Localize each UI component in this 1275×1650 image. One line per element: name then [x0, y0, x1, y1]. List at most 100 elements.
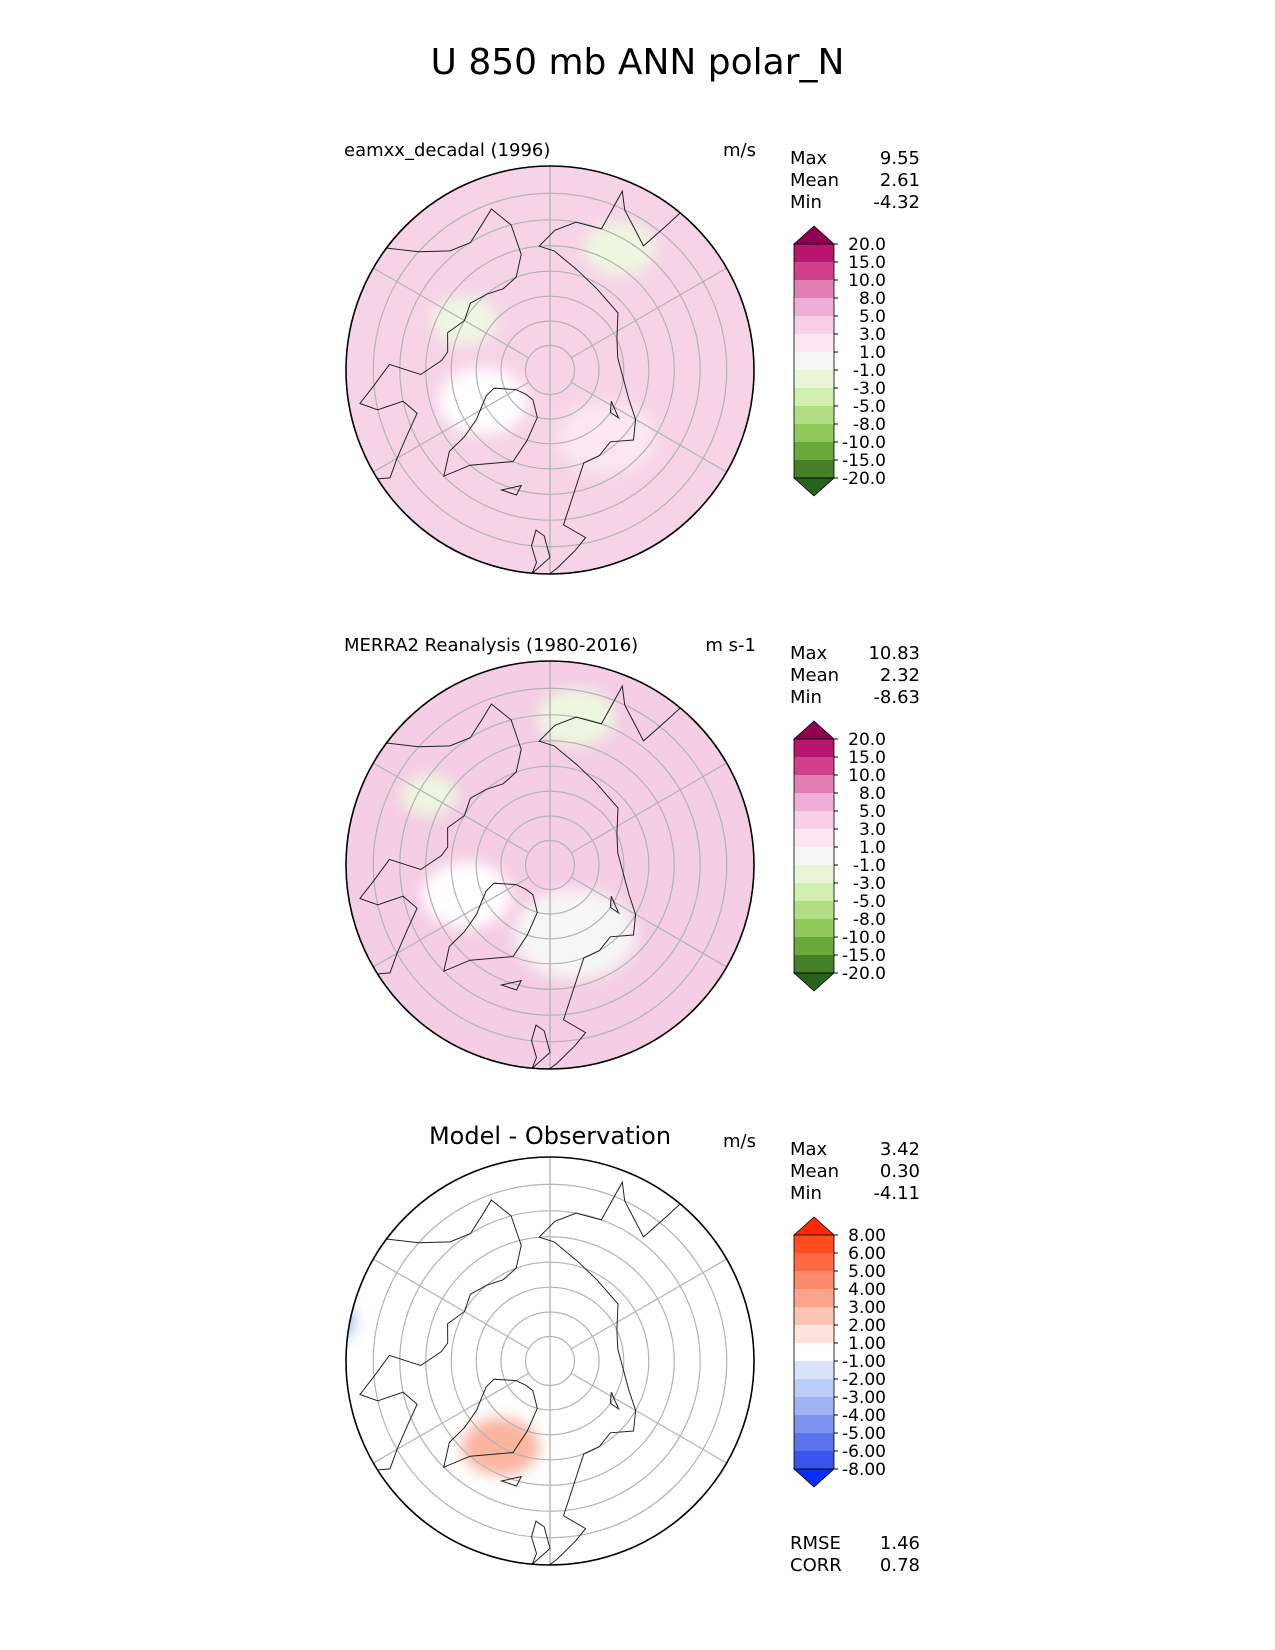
colorbar-tick-label: -8.0	[853, 415, 886, 435]
stat-label: Min	[790, 687, 822, 708]
coastline	[499, 484, 523, 496]
panel-units: m/s	[723, 1131, 756, 1152]
coastline	[530, 1024, 551, 1069]
panel-diff: Model - Observation m/s Max 3.42 Mean 0.30…	[0, 1122, 1275, 1601]
stat-value: 9.55	[879, 148, 920, 169]
colorbar-segment	[794, 388, 834, 406]
coastline	[499, 979, 523, 991]
colorbar-tick-label: 15.0	[848, 253, 886, 273]
meridian-line	[570, 253, 752, 359]
colorbar-tick-label: -1.00	[842, 1352, 886, 1372]
meridian-line	[348, 253, 530, 359]
meridian-line	[570, 1244, 752, 1350]
coastline	[609, 401, 620, 420]
metric-label: RMSE	[790, 1533, 841, 1554]
stat-label: Min	[790, 192, 822, 213]
colorbar-segment	[794, 334, 834, 352]
colorbar-segment	[794, 757, 834, 775]
coastline	[511, 1180, 754, 1565]
colorbar-segment	[794, 865, 834, 883]
colorbar-segment	[794, 370, 834, 388]
meridian-line	[570, 1372, 752, 1478]
stat-value: -8.63	[873, 687, 920, 708]
colorbar-tick-label: 8.0	[859, 784, 886, 804]
colorbar-tick-label: 1.0	[859, 343, 886, 363]
stats-box: Max 9.55 Mean 2.61 Min -4.32	[790, 148, 920, 214]
colorbar-segment	[794, 1307, 834, 1325]
stat-value: 0.30	[879, 1161, 920, 1182]
colorbar-tick-label: -1.0	[853, 361, 886, 381]
colorbar-tick-label: -5.00	[842, 1424, 886, 1444]
map-field	[346, 661, 754, 1069]
colorbar-tick-label: -6.00	[842, 1442, 886, 1462]
panel-title: MERRA2 Reanalysis (1980-2016)	[344, 635, 639, 656]
colorbar-tick-label: -20.0	[842, 964, 886, 984]
colorbar-tick-label: -3.00	[842, 1388, 886, 1408]
colorbar-segment	[794, 352, 834, 370]
colorbar-segment	[794, 316, 834, 334]
stat-value: 3.42	[879, 1139, 920, 1160]
colorbar-segment	[794, 775, 834, 793]
colorbar-segment	[794, 1361, 834, 1379]
colorbar-tick-label: 5.0	[859, 802, 886, 822]
graticule	[348, 166, 752, 574]
coastline	[609, 896, 620, 915]
colorbar-segment	[794, 1343, 834, 1361]
colorbar-segment	[794, 1289, 834, 1307]
stat-label: Max	[790, 1139, 828, 1160]
colorbar-segment	[794, 1235, 834, 1253]
map-boundary	[345, 1156, 755, 1566]
colorbar-tick-label: 3.0	[859, 820, 886, 840]
colorbar-segment	[794, 811, 834, 829]
colorbar-segment	[794, 424, 834, 442]
colorbar-tick-label: -8.0	[853, 910, 886, 930]
panel-ref: MERRA2 Reanalysis (1980-2016) m s-1 Max 1…	[0, 635, 1275, 1105]
colorbar-tick-label: 4.00	[848, 1280, 886, 1300]
colorbar-tick-label: -10.0	[842, 928, 886, 948]
colorbar-tick-label: -20.0	[842, 469, 886, 489]
panel-test: eamxx_decadal (1996) m/s Max 9.55 Mean 2.6…	[0, 140, 1275, 610]
colorbar-segment	[794, 262, 834, 280]
colorbar-tick-label: -3.0	[853, 379, 886, 399]
stat-value: -4.32	[873, 192, 920, 213]
panel-title: Model - Observation	[428, 1122, 672, 1150]
stat-label: Max	[790, 148, 828, 169]
metric-value: 0.78	[879, 1555, 920, 1576]
colorbar-tick-label: -2.00	[842, 1370, 886, 1390]
colorbar-tick-label: 6.00	[848, 1244, 886, 1264]
stat-value: 10.83	[868, 643, 920, 664]
colorbar-tick-label: -10.0	[842, 433, 886, 453]
colorbar-tick-label: 20.0	[848, 235, 886, 255]
colorbar-segment	[794, 901, 834, 919]
meridian-line	[570, 876, 752, 982]
colorbar-segment	[794, 1253, 834, 1271]
colorbar-segment	[794, 883, 834, 901]
stat-label: Min	[790, 1183, 822, 1204]
colorbar-frame	[793, 243, 835, 479]
colorbar-extend-min	[792, 477, 836, 497]
meridian-line	[348, 876, 530, 982]
colorbar-segment	[794, 793, 834, 811]
colorbar-tick-label: 3.0	[859, 325, 886, 345]
colorbar-extend-min	[792, 972, 836, 992]
coastline	[530, 529, 551, 574]
colorbar: 8.006.005.004.003.002.001.00-1.00-2.00-3…	[792, 1216, 886, 1488]
coastline	[609, 1392, 620, 1411]
coastline	[499, 1475, 523, 1487]
stat-value: -4.11	[873, 1183, 920, 1204]
colorbar-segment	[794, 847, 834, 865]
polar-map	[345, 660, 755, 1070]
colorbar-extend-max	[792, 225, 836, 245]
coastline	[443, 387, 538, 478]
graticule	[348, 1157, 752, 1565]
colorbar-segment	[794, 1379, 834, 1397]
colorbar-tick-label: 1.00	[848, 1334, 886, 1354]
colorbar-frame	[793, 1234, 835, 1470]
colorbar-tick-label: 8.00	[848, 1226, 886, 1246]
stats-box: Max 10.83 Mean 2.32 Min -8.63	[790, 643, 920, 709]
colorbar-tick-label: -5.0	[853, 892, 886, 912]
panel-units: m/s	[723, 140, 756, 161]
colorbar-segment	[794, 442, 834, 460]
colorbar-segment	[794, 406, 834, 424]
meridian-line	[348, 1244, 530, 1350]
